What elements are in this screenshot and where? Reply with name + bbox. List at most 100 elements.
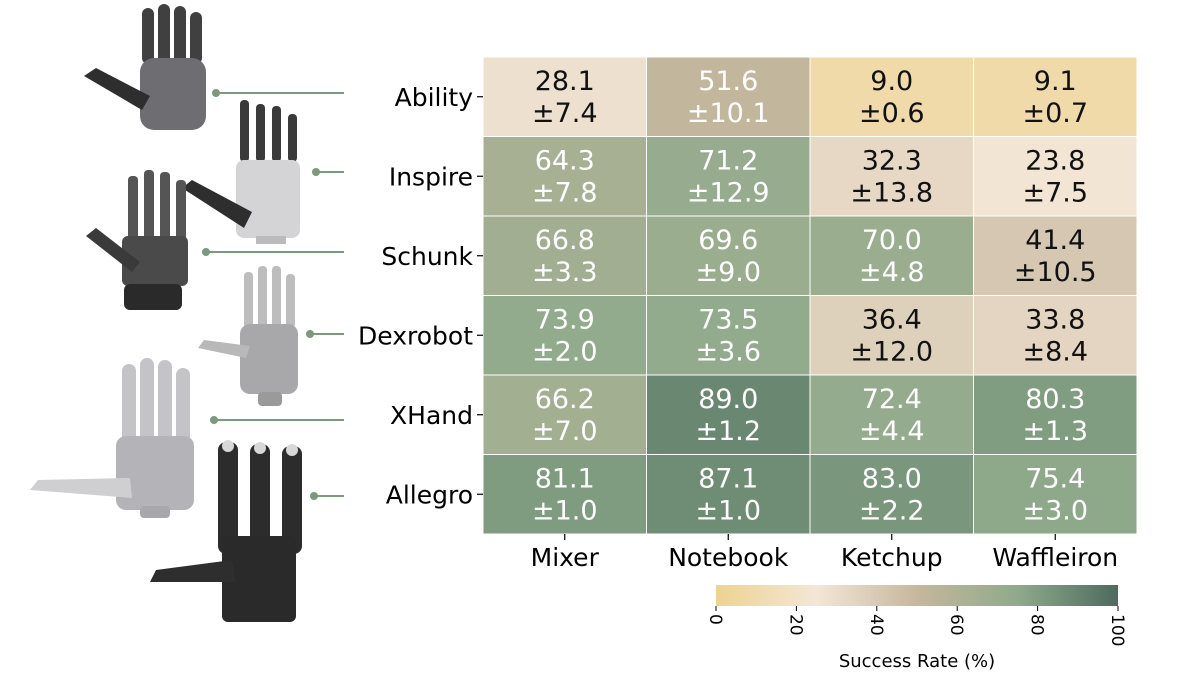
heatmap-cell bbox=[809, 215, 974, 296]
heatmap-cell bbox=[482, 374, 647, 455]
connector-inspire-dot bbox=[312, 168, 320, 176]
cell-error-label: ±1.0 bbox=[532, 495, 598, 526]
row-label: Allegro bbox=[386, 480, 473, 509]
connector-ability-dot bbox=[212, 89, 220, 97]
cell-value-label: 64.3 bbox=[535, 145, 595, 176]
row-label: Schunk bbox=[381, 242, 473, 271]
schunk-hand-icon bbox=[86, 170, 188, 310]
cell-value-label: 73.5 bbox=[698, 304, 758, 335]
connector-xhand-dot bbox=[210, 416, 218, 424]
colorbar-tick-label: 100 bbox=[1107, 614, 1127, 646]
cell-error-label: ±4.4 bbox=[859, 416, 925, 447]
row-label: Dexrobot bbox=[358, 321, 473, 350]
heatmap-grid: 28.1±7.4 51.6±10.1 9.0±0.6 9.1±0.7 64.3±7.8 7… bbox=[482, 56, 1138, 535]
cell-error-label: ±7.4 bbox=[532, 98, 598, 129]
colorbar-tick-label: 80 bbox=[1027, 614, 1047, 636]
cell-error-label: ±12.0 bbox=[850, 336, 933, 367]
allegro-hand-icon bbox=[150, 440, 302, 622]
ability-hand-icon bbox=[84, 4, 206, 130]
connector-schunk-dot bbox=[202, 248, 210, 256]
heatmap-cell bbox=[973, 374, 1138, 455]
heatmap-cell bbox=[809, 136, 974, 217]
heatmap-cell bbox=[482, 56, 647, 137]
cell-value-label: 66.8 bbox=[535, 225, 595, 256]
cell-error-label: ±1.0 bbox=[695, 495, 761, 526]
heatmap-cell bbox=[646, 136, 811, 217]
cell-value-label: 70.0 bbox=[862, 225, 922, 256]
cell-error-label: ±7.0 bbox=[532, 416, 598, 447]
cell-value-label: 9.1 bbox=[1034, 66, 1077, 97]
cell-error-label: ±3.6 bbox=[695, 336, 761, 367]
row-label: Ability bbox=[395, 83, 474, 112]
heatmap-cell bbox=[973, 136, 1138, 217]
cell-value-label: 23.8 bbox=[1025, 145, 1085, 176]
cell-value-label: 73.9 bbox=[535, 304, 595, 335]
xhand-hand-icon bbox=[30, 358, 194, 518]
heatmap-cell bbox=[973, 295, 1138, 376]
cell-value-label: 75.4 bbox=[1025, 463, 1085, 494]
cell-value-label: 83.0 bbox=[862, 463, 922, 494]
heatmap-cell bbox=[482, 454, 647, 535]
cell-value-label: 71.2 bbox=[698, 145, 758, 176]
cell-value-label: 69.6 bbox=[698, 225, 758, 256]
heatmap-cell bbox=[973, 215, 1138, 296]
heatmap-cell bbox=[646, 295, 811, 376]
row-label: XHand bbox=[390, 401, 473, 430]
heatmap-cell bbox=[482, 136, 647, 217]
cell-error-label: ±1.3 bbox=[1022, 416, 1088, 447]
cell-error-label: ±2.2 bbox=[859, 495, 925, 526]
cell-error-label: ±4.8 bbox=[859, 257, 925, 288]
colorbar-tick-label: 40 bbox=[866, 614, 886, 636]
cell-value-label: 9.0 bbox=[870, 66, 913, 97]
cell-error-label: ±7.5 bbox=[1022, 177, 1088, 208]
connector-lines bbox=[202, 89, 344, 500]
heatmap-cell bbox=[646, 56, 811, 137]
column-label: Waffleiron bbox=[992, 543, 1118, 572]
cell-error-label: ±0.6 bbox=[859, 98, 925, 129]
cell-value-label: 87.1 bbox=[698, 463, 758, 494]
cell-value-label: 81.1 bbox=[535, 463, 595, 494]
colorbar-tick-label: 60 bbox=[946, 614, 966, 636]
cell-value-label: 33.8 bbox=[1025, 304, 1085, 335]
cell-value-label: 89.0 bbox=[698, 384, 758, 415]
cell-error-label: ±1.2 bbox=[695, 416, 761, 447]
heatmap-cell bbox=[646, 215, 811, 296]
column-label: Mixer bbox=[531, 543, 600, 572]
colorbar-title: Success Rate (%) bbox=[839, 651, 995, 672]
cell-error-label: ±10.5 bbox=[1014, 257, 1097, 288]
column-label: Ketchup bbox=[841, 543, 943, 572]
cell-value-label: 51.6 bbox=[698, 66, 758, 97]
colorbar-gradient bbox=[716, 585, 1118, 606]
cell-error-label: ±2.0 bbox=[532, 336, 598, 367]
cell-error-label: ±9.0 bbox=[695, 257, 761, 288]
dexrobot-hand-icon bbox=[198, 266, 298, 406]
connector-dexrobot-dot bbox=[306, 330, 314, 338]
row-labels: Ability Inspire Schunk Dexrobot XHand Allegro bbox=[358, 83, 483, 509]
cell-error-label: ±7.8 bbox=[532, 177, 598, 208]
cell-error-label: ±3.3 bbox=[532, 257, 598, 288]
cell-value-label: 41.4 bbox=[1025, 225, 1085, 256]
cell-error-label: ±10.1 bbox=[687, 98, 770, 129]
robot-hand-illustrations bbox=[30, 4, 302, 622]
cell-value-label: 28.1 bbox=[535, 66, 595, 97]
cell-error-label: ±12.9 bbox=[687, 177, 770, 208]
cell-value-label: 36.4 bbox=[862, 304, 922, 335]
heatmap-cell bbox=[646, 454, 811, 535]
column-label: Notebook bbox=[668, 543, 789, 572]
heatmap-cell bbox=[973, 56, 1138, 137]
cell-value-label: 66.2 bbox=[535, 384, 595, 415]
cell-value-label: 80.3 bbox=[1025, 384, 1085, 415]
colorbar-tick-label: 20 bbox=[785, 614, 805, 636]
column-labels: Mixer Notebook Ketchup Waffleiron bbox=[531, 534, 1118, 572]
colorbar: 0 20 40 60 80 100 Success Rate (%) bbox=[705, 585, 1127, 672]
cell-error-label: ±8.4 bbox=[1022, 336, 1088, 367]
inspire-hand-icon bbox=[182, 100, 300, 244]
row-label: Inspire bbox=[389, 162, 473, 191]
cell-value-label: 32.3 bbox=[862, 145, 922, 176]
heatmap-cell bbox=[973, 454, 1138, 535]
cell-error-label: ±13.8 bbox=[850, 177, 933, 208]
heatmap-cell bbox=[809, 454, 974, 535]
heatmap-cell bbox=[809, 374, 974, 455]
connector-allegro-dot bbox=[310, 492, 318, 500]
